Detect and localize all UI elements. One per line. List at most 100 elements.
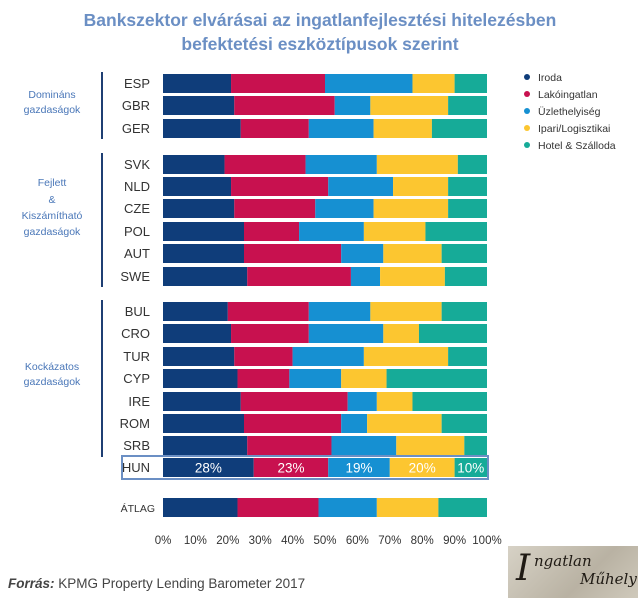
bar-HUN-Lakóingatlan xyxy=(253,458,329,477)
bar-ROM-Ipari/Logisztikai xyxy=(367,414,442,433)
x-tick-label: 10% xyxy=(184,535,207,547)
bar-POL-Hotel & Szálloda xyxy=(425,222,487,241)
bar-POL-Lakóingatlan xyxy=(244,222,300,241)
bar-HUN-Ipari/Logisztikai xyxy=(389,458,455,477)
legend-swatch-1 xyxy=(524,91,530,97)
category-label-HUN: HUN xyxy=(122,460,150,475)
bar-HUN-Üzlethelyiség xyxy=(328,458,390,477)
bar-ESP-Üzlethelyiség xyxy=(325,74,413,93)
bar-SVK-Ipari/Logisztikai xyxy=(376,155,458,174)
bar-GBR-Hotel & Szálloda xyxy=(448,96,487,115)
bar-NLD-Hotel & Szálloda xyxy=(448,177,487,196)
bar-ÁTLAG-Hotel & Szálloda xyxy=(438,498,487,517)
bar-CZE-Hotel & Szálloda xyxy=(448,199,487,218)
group-label-line: Kiszámítható xyxy=(22,210,83,222)
bar-GER-Lakóingatlan xyxy=(240,119,309,138)
bar-SRB-Iroda xyxy=(163,436,248,455)
bar-ÁTLAG-Iroda xyxy=(163,498,238,517)
legend-swatch-0 xyxy=(524,74,530,80)
legend-label-4: Hotel & Szálloda xyxy=(538,140,616,152)
legend-swatch-4 xyxy=(524,142,530,148)
category-label-GER: GER xyxy=(122,121,150,136)
bar-GBR-Iroda xyxy=(163,96,235,115)
data-label-HUN: 23% xyxy=(277,461,304,476)
x-tick-label: 70% xyxy=(378,535,401,547)
legend-label-2: Üzlethelyiség xyxy=(538,106,601,118)
category-label-NLD: NLD xyxy=(124,179,150,194)
chart-title: Bankszektor elvárásai az ingatlanfejlesz… xyxy=(40,8,600,56)
title-line-2: befektetési eszköztípusok szerint xyxy=(181,34,459,54)
bar-SWE-Lakóingatlan xyxy=(247,267,351,286)
bar-AUT-Üzlethelyiség xyxy=(341,244,384,263)
category-label-ROM: ROM xyxy=(120,416,150,431)
bar-SWE-Üzlethelyiség xyxy=(350,267,381,286)
category-label-POL: POL xyxy=(124,224,150,239)
bar-SWE-Ipari/Logisztikai xyxy=(380,267,445,286)
bar-SRB-Üzlethelyiség xyxy=(331,436,397,455)
category-label-AUT: AUT xyxy=(124,246,150,261)
x-tick-label: 90% xyxy=(443,535,466,547)
bar-CYP-Ipari/Logisztikai xyxy=(341,369,387,388)
category-label-SWE: SWE xyxy=(120,269,150,284)
category-label-TUR: TUR xyxy=(123,349,150,364)
category-label-CZE: CZE xyxy=(124,201,150,216)
bar-GBR-Lakóingatlan xyxy=(234,96,335,115)
data-label-HUN: 10% xyxy=(457,461,484,476)
x-tick-label: 80% xyxy=(411,535,434,547)
category-label-GBR: GBR xyxy=(122,98,150,113)
bar-CZE-Iroda xyxy=(163,199,235,218)
bar-GER-Üzlethelyiség xyxy=(308,119,374,138)
bar-ESP-Iroda xyxy=(163,74,232,93)
category-label-ÁTLAG: ÁTLAG xyxy=(121,502,155,515)
bar-ÁTLAG-Üzlethelyiség xyxy=(318,498,377,517)
bar-IRE-Lakóingatlan xyxy=(240,392,348,411)
bar-CRO-Ipari/Logisztikai xyxy=(383,324,419,343)
category-label-SVK: SVK xyxy=(124,157,150,172)
bar-CRO-Hotel & Szálloda xyxy=(418,324,487,343)
bar-IRE-Hotel & Szálloda xyxy=(412,392,487,411)
bar-IRE-Ipari/Logisztikai xyxy=(376,392,413,411)
bar-GER-Iroda xyxy=(163,119,241,138)
bar-TUR-Hotel & Szálloda xyxy=(448,347,487,366)
legend-label-0: Iroda xyxy=(538,72,562,84)
x-tick-label: 0% xyxy=(155,535,172,547)
data-label-HUN: 19% xyxy=(346,461,373,476)
bar-AUT-Iroda xyxy=(163,244,244,263)
group-label-line: Kockázatos xyxy=(25,361,79,373)
bar-GBR-Üzlethelyiség xyxy=(334,96,371,115)
bar-CZE-Ipari/Logisztikai xyxy=(373,199,449,218)
bar-GER-Ipari/Logisztikai xyxy=(373,119,432,138)
x-tick-label: 100% xyxy=(472,535,501,547)
data-label-HUN: 20% xyxy=(409,461,436,476)
bar-SVK-Hotel & Szálloda xyxy=(457,155,487,174)
source-label: Forrás: xyxy=(8,576,55,591)
bar-BUL-Iroda xyxy=(163,302,228,321)
bar-ESP-Ipari/Logisztikai xyxy=(412,74,455,93)
legend-label-3: Ipari/Logisztikai xyxy=(538,123,610,135)
group-label-line: gazdaságok xyxy=(24,376,81,388)
bar-IRE-Üzlethelyiség xyxy=(347,392,377,411)
x-tick-label: 20% xyxy=(216,535,239,547)
bar-SRB-Ipari/Logisztikai xyxy=(396,436,465,455)
category-label-CYP: CYP xyxy=(123,371,150,386)
x-tick-label: 40% xyxy=(281,535,304,547)
bar-CYP-Lakóingatlan xyxy=(237,369,290,388)
bar-IRE-Iroda xyxy=(163,392,241,411)
bar-ESP-Lakóingatlan xyxy=(231,74,325,93)
bar-ROM-Üzlethelyiség xyxy=(341,414,368,433)
x-tick-label: 60% xyxy=(346,535,369,547)
category-label-IRE: IRE xyxy=(128,394,150,409)
bar-ROM-Lakóingatlan xyxy=(244,414,342,433)
bar-SWE-Hotel & Szálloda xyxy=(444,267,487,286)
bar-TUR-Ipari/Logisztikai xyxy=(363,347,449,366)
bar-HUN-Iroda xyxy=(163,458,254,477)
logo-line-1: ngatlan xyxy=(534,552,592,570)
bar-AUT-Lakóingatlan xyxy=(244,244,342,263)
bar-NLD-Iroda xyxy=(163,177,232,196)
bar-SRB-Lakóingatlan xyxy=(247,436,332,455)
bar-POL-Üzlethelyiség xyxy=(299,222,364,241)
legend-swatch-3 xyxy=(524,125,530,131)
bar-NLD-Üzlethelyiség xyxy=(328,177,394,196)
bar-CZE-Lakóingatlan xyxy=(234,199,316,218)
bar-TUR-Iroda xyxy=(163,347,235,366)
